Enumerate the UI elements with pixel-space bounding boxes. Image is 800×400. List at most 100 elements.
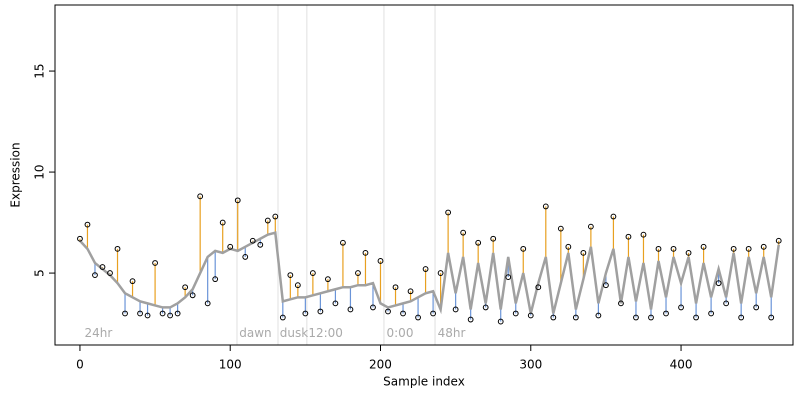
x-tick-label: 0 [76, 358, 84, 372]
point [137, 310, 143, 317]
point [738, 314, 745, 321]
point [294, 282, 301, 289]
point [640, 231, 647, 238]
point [745, 245, 752, 252]
annotation: 12:00 [308, 326, 343, 340]
point [678, 304, 684, 311]
point [234, 197, 241, 204]
point [122, 310, 128, 317]
point [497, 318, 504, 325]
point [610, 213, 617, 220]
point [152, 260, 158, 266]
point [355, 270, 361, 276]
point [212, 276, 219, 283]
point [257, 241, 264, 248]
point [317, 308, 324, 315]
point [385, 308, 391, 315]
point [204, 300, 211, 307]
point [84, 221, 91, 228]
point [437, 270, 444, 276]
point [572, 314, 579, 321]
point [700, 243, 707, 250]
point [422, 266, 429, 272]
point [467, 316, 474, 323]
point [144, 312, 151, 319]
point [302, 310, 309, 317]
point [535, 284, 542, 291]
point [347, 306, 354, 313]
point [452, 306, 459, 313]
point [715, 280, 722, 287]
y-tick-label: 10 [33, 164, 47, 179]
point [415, 314, 421, 321]
point [107, 270, 113, 276]
point [189, 292, 196, 299]
point [648, 314, 654, 321]
point [242, 254, 249, 260]
point [129, 278, 136, 285]
point [527, 312, 534, 319]
point [723, 300, 730, 307]
point [580, 249, 587, 256]
point [287, 272, 294, 279]
y-tick-label: 5 [33, 269, 47, 277]
point [400, 310, 406, 317]
point [219, 219, 226, 226]
point [430, 310, 436, 317]
x-tick-label: 400 [670, 358, 693, 372]
point [475, 239, 482, 246]
point [174, 310, 181, 317]
annotation: 24hr [84, 326, 112, 340]
annotation: dawn [239, 326, 271, 340]
point [377, 258, 384, 264]
point [362, 249, 369, 256]
point [227, 243, 234, 250]
point [505, 274, 512, 281]
y-axis-label: Expression [9, 142, 23, 207]
point [309, 270, 316, 276]
point [279, 314, 286, 321]
point [340, 239, 346, 246]
point [512, 310, 519, 317]
point [392, 284, 399, 291]
x-tick-label: 100 [219, 358, 242, 372]
point [249, 237, 256, 244]
point [264, 217, 271, 224]
point [445, 209, 452, 216]
annotation: 0:00 [387, 326, 414, 340]
point [753, 304, 760, 311]
point [182, 284, 189, 291]
annotation: dusk [280, 326, 308, 340]
point [460, 229, 467, 236]
point [324, 276, 331, 283]
point [670, 245, 677, 252]
point [760, 243, 767, 250]
point [708, 310, 715, 317]
y-tick-label: 15 [33, 63, 47, 78]
point [655, 245, 662, 252]
point [520, 245, 527, 252]
point [482, 304, 489, 311]
point [77, 235, 83, 242]
point [603, 282, 609, 289]
point [370, 304, 376, 311]
point [550, 314, 557, 321]
point [557, 225, 564, 232]
point [768, 314, 775, 321]
x-tick-label: 200 [369, 358, 392, 372]
point [167, 312, 174, 319]
point [730, 245, 737, 252]
point [685, 249, 692, 256]
point [542, 203, 549, 210]
point [272, 213, 279, 220]
point [693, 314, 699, 321]
point [663, 310, 669, 317]
x-axis-label: Sample index [383, 375, 465, 389]
point [775, 237, 782, 244]
point [92, 272, 98, 279]
point [490, 235, 497, 242]
fitted-line [79, 231, 780, 315]
x-tick-label: 300 [519, 358, 542, 372]
plot-frame [54, 4, 794, 346]
